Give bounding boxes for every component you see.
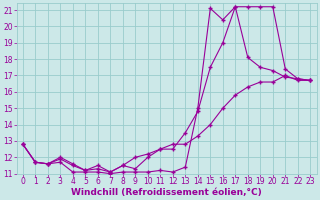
X-axis label: Windchill (Refroidissement éolien,°C): Windchill (Refroidissement éolien,°C) [71, 188, 262, 197]
